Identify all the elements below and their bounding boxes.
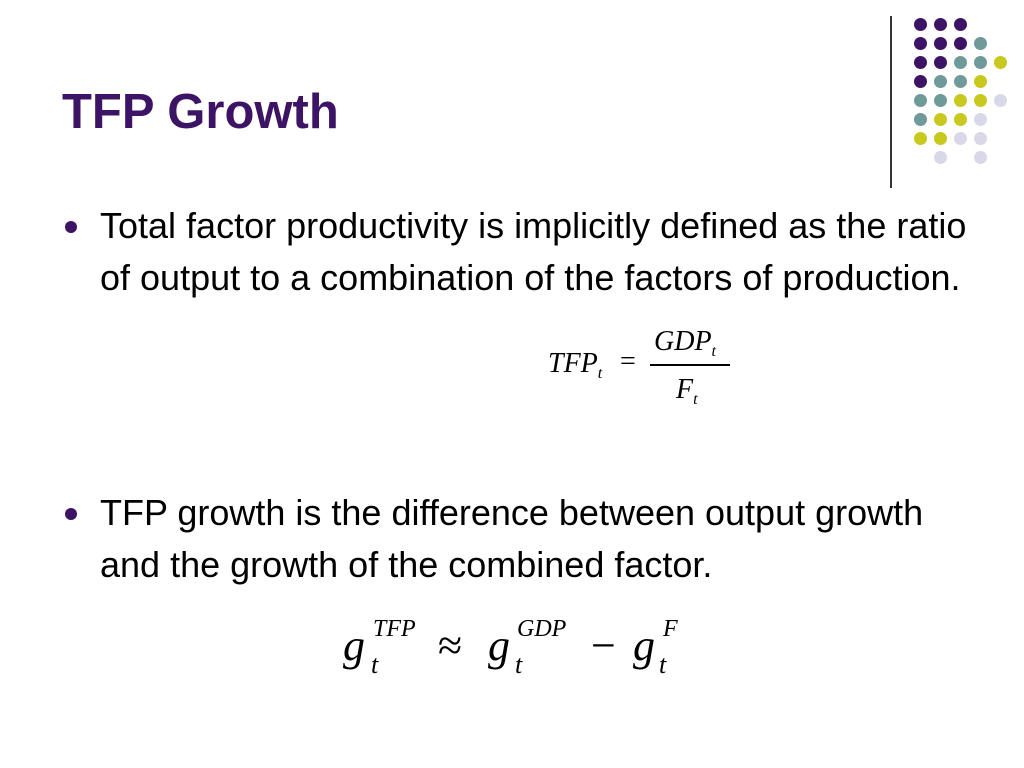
decor-dot <box>934 56 947 69</box>
decor-dot <box>994 56 1007 69</box>
fraction-bar <box>650 364 730 366</box>
decor-dot <box>934 113 947 126</box>
bullet-icon <box>65 221 77 233</box>
decor-dot <box>934 18 947 31</box>
formula-sub-tfp: t <box>371 650 379 679</box>
decor-dot <box>974 132 987 145</box>
decor-dot <box>914 37 927 50</box>
formula-sub-gdp: t <box>515 650 523 679</box>
formula-sup-tfp: TFP <box>373 616 416 642</box>
bullet-text: Total factor productivity is implicitly … <box>100 205 967 298</box>
tfp-definition-formula: TFPt = GDPt Ft <box>548 324 748 424</box>
decor-dot <box>954 113 967 126</box>
formula-approx: ≈ <box>438 621 463 670</box>
decor-dot <box>914 113 927 126</box>
decor-dot <box>974 56 987 69</box>
decor-dot <box>934 132 947 145</box>
decor-dot <box>914 18 927 31</box>
formula-equals: = <box>620 346 636 377</box>
tfp-growth-formula: g TFP t ≈ g GDP t − g F t <box>343 608 703 688</box>
formula-g-gdp: g <box>488 621 510 670</box>
decor-dot <box>974 75 987 88</box>
decor-dot <box>914 132 927 145</box>
decor-dot <box>974 37 987 50</box>
decor-dot <box>954 37 967 50</box>
decor-dot <box>914 94 927 107</box>
bullet-text: TFP growth is the difference between out… <box>100 492 924 585</box>
formula-g-tfp: g <box>343 621 365 670</box>
decor-dot <box>974 151 987 164</box>
formula-sup-gdp: GDP <box>517 616 567 642</box>
decor-dot <box>954 75 967 88</box>
formula-g-f: g <box>633 621 655 670</box>
formula-denominator: Ft <box>676 374 698 408</box>
vertical-divider <box>890 16 892 188</box>
decor-dot <box>954 94 967 107</box>
decor-dot <box>914 56 927 69</box>
decor-dot <box>954 56 967 69</box>
decor-dot <box>934 94 947 107</box>
decor-dot <box>934 75 947 88</box>
decor-dot <box>994 94 1007 107</box>
decor-dot <box>974 94 987 107</box>
formula-sub-f: t <box>659 650 667 679</box>
formula-minus: − <box>591 621 616 670</box>
formula-sup-f: F <box>663 616 678 642</box>
decor-dot <box>974 113 987 126</box>
slide-title: TFP Growth <box>62 85 339 139</box>
bullet-icon <box>65 508 77 520</box>
formula-numerator: GDPt <box>654 326 716 360</box>
decor-dot <box>934 151 947 164</box>
decor-dot <box>954 18 967 31</box>
decor-dot <box>954 132 967 145</box>
decorative-dot-grid <box>905 13 1007 165</box>
formula-lhs: TFPt <box>548 348 603 382</box>
decor-dot <box>934 37 947 50</box>
decor-dot <box>914 75 927 88</box>
